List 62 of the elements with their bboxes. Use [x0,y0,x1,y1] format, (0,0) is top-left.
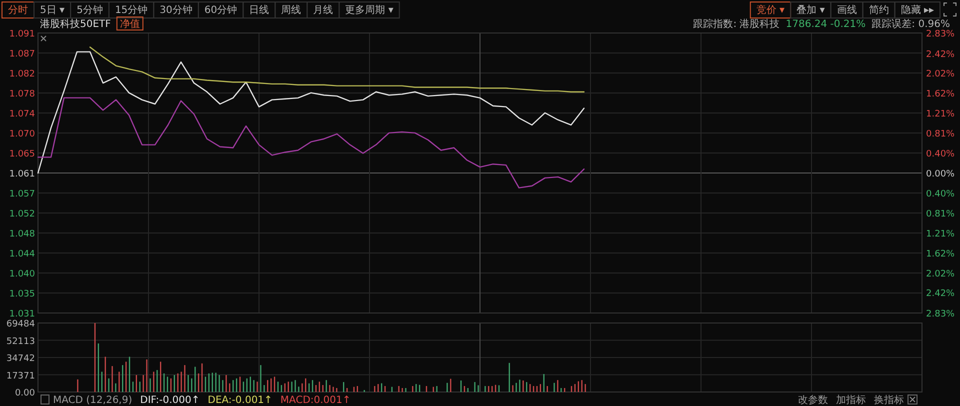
y-tick-label: 1.087 [9,50,35,60]
text: 更多周期 ▾ [345,4,394,16]
chart-title: 港股科技50ETF [40,18,112,30]
text: MACD:0.001↑ [280,395,351,406]
y-tick-label: 1.078 [9,90,36,100]
y2-tick-label: 2.42% [926,50,956,60]
y-tick-label: 1.031 [9,310,35,320]
text: 跟踪误差: 0.96% [872,18,950,30]
y-tick-label: 1.065 [9,150,35,160]
text: 竞价 ▾ [756,4,785,16]
text: 画线 [836,4,857,16]
text: 5分钟 [76,4,103,16]
y2-tick-label: 2.02% [926,270,956,280]
text: 月线 [313,4,334,16]
y-tick-label: 0.00 [14,388,36,398]
y-tick-label: 34742 [6,354,35,364]
y-tick-label: 1.035 [9,290,35,300]
y2-tick-label: 0.81% [926,210,956,220]
y-tick-label: 1.082 [9,70,35,80]
y-tick-label: 1.061 [9,170,35,180]
y-tick-label: 1.091 [9,30,35,40]
y2-tick-label: 0.40% [926,190,956,200]
y-tick-label: 1.040 [9,270,36,280]
text: 30分钟 [160,4,192,16]
text: 日线 [249,4,270,16]
y-tick-label: 17371 [6,371,35,382]
text: 周线 [281,4,302,16]
text: 60分钟 [204,4,238,16]
text: 5日 ▾ [40,5,65,16]
text: 加指标 [836,394,866,406]
text: 15分钟 [114,4,148,16]
text: 净值 [120,18,140,30]
y-tick-label: 1.070 [9,130,36,140]
text: 简约 [868,4,889,16]
text: MACD (12,26,9) [53,395,132,406]
y-tick-label: 69484 [6,320,36,330]
text: 分时 [8,4,28,16]
text: DEA:-0.001↑ [208,395,272,406]
y-tick-label: 1.074 [9,110,36,120]
y-tick-label: 1.052 [9,210,35,220]
text: 隐藏 ▸▸ [900,4,934,16]
text: 1786.24 -0.21% [786,19,866,30]
text: 跟踪指数: 港股科技 [693,18,780,30]
y2-tick-label: 2.83% [926,310,956,320]
y-tick-label: 52113 [6,336,35,347]
y-tick-label: 1.044 [9,250,36,260]
y-tick-label: 1.048 [9,230,36,240]
y2-tick-label: 2.83% [926,30,956,40]
y2-tick-label: 0.00% [926,170,956,180]
y2-tick-label: 2.42% [926,289,956,300]
y2-tick-label: 1.62% [926,90,956,100]
y2-tick-label: 1.21% [926,230,956,240]
y2-tick-label: 0.40% [926,150,956,160]
y2-tick-label: 1.21% [926,110,956,120]
y2-tick-label: 0.81% [926,130,956,140]
y2-tick-label: 1.62% [926,250,956,260]
text: DIF:-0.000↑ [140,395,200,406]
y2-tick-label: 2.02% [926,70,956,80]
text: 叠加 ▾ [796,4,825,16]
text: 改参数 [798,394,828,406]
y-tick-label: 1.057 [9,190,35,200]
text: 换指标 [874,394,904,406]
